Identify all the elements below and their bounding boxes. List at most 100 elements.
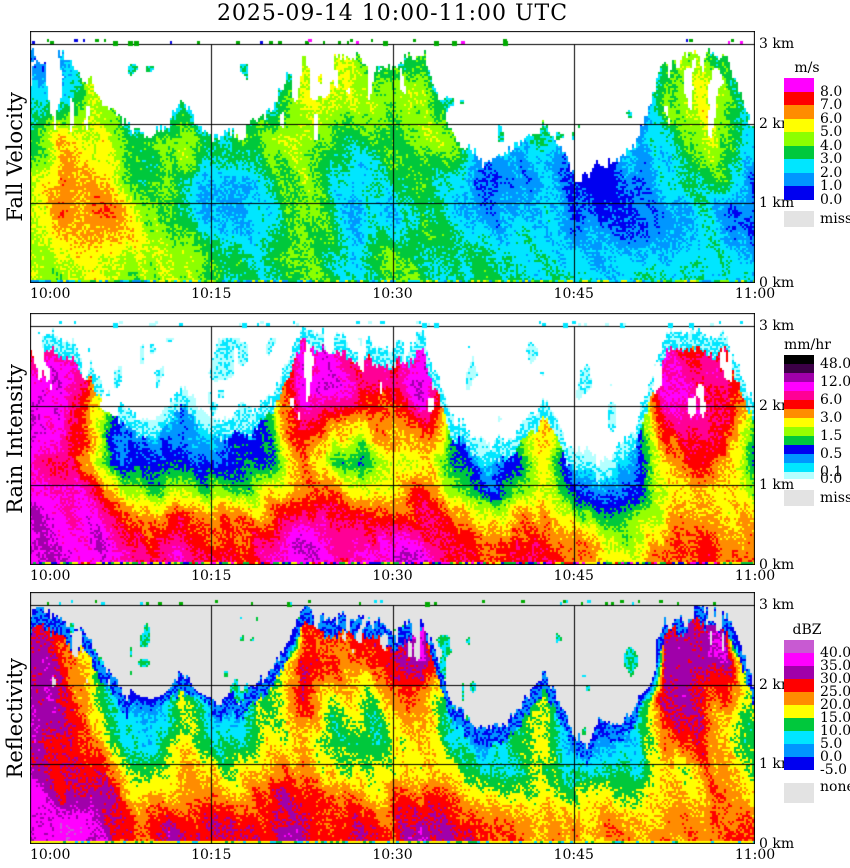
colorbar-tick-label: 1.5 xyxy=(820,428,843,444)
colorbar-band xyxy=(784,418,814,427)
colorbar-band xyxy=(784,159,814,173)
colorbar-missing-swatch xyxy=(784,210,814,227)
fall-velocity-axis-label: Fall Velocity xyxy=(0,31,29,283)
colorbar-tick-label: 0.5 xyxy=(820,446,843,462)
colorbar-band xyxy=(784,679,814,692)
time-tick-10-00-panel1: 10:00 xyxy=(30,568,71,584)
colorbar-band xyxy=(784,382,814,391)
reflectivity-axis-label: Reflectivity xyxy=(0,592,29,844)
colorbar-band xyxy=(784,186,814,200)
colorbar-band xyxy=(784,463,814,472)
time-tick-10-45-panel0: 10:45 xyxy=(553,286,594,302)
colorbar-tick-label: 30.0 xyxy=(820,671,850,687)
reflectivity-heatmap xyxy=(30,592,755,844)
colorbar-tick-label: 15.0 xyxy=(820,710,850,726)
colorbar-band xyxy=(784,718,814,731)
colorbar-band xyxy=(784,105,814,119)
colorbar-missing-label: miss xyxy=(820,210,850,227)
colorbar-missing-label: none xyxy=(820,779,850,795)
colorbar-tick-label: 12.0 xyxy=(820,374,850,390)
colorbar-band xyxy=(784,132,814,146)
colorbar-band xyxy=(784,373,814,382)
colorbar-band xyxy=(784,355,814,364)
colorbar-band xyxy=(784,427,814,436)
time-tick-10-15-panel0: 10:15 xyxy=(191,286,232,302)
colorbar-tick-label: 6.0 xyxy=(820,392,843,408)
colorbar-units-label: dBZ xyxy=(792,622,822,638)
colorbar-band xyxy=(784,91,814,105)
rain-intensity-heatmap xyxy=(30,313,755,565)
colorbar-tick-label: 1.0 xyxy=(820,178,843,194)
colorbar-tick-label: 3.0 xyxy=(820,151,843,167)
colorbar-band xyxy=(784,666,814,679)
height-tick-0km-panel2: 0 km xyxy=(759,836,795,852)
rain-intensity-axis-label-text: Rain Intensity xyxy=(2,364,27,514)
colorbar-band xyxy=(784,409,814,418)
colorbar-band xyxy=(784,445,814,454)
colorbar-band xyxy=(784,653,814,666)
colorbar-tick-label: 25.0 xyxy=(820,684,850,700)
time-tick-10-30-panel1: 10:30 xyxy=(372,568,413,584)
height-tick-3km-panel2: 3 km xyxy=(759,597,795,613)
time-tick-10-45-panel1: 10:45 xyxy=(553,568,594,584)
height-tick-0km-panel0: 0 km xyxy=(759,275,795,291)
colorbar-units-label: m/s xyxy=(794,60,820,76)
colorbar-band xyxy=(784,145,814,159)
colorbar-band xyxy=(784,454,814,463)
rain-intensity-axis-label: Rain Intensity xyxy=(0,313,29,565)
time-tick-10-45-panel2: 10:45 xyxy=(553,847,594,863)
colorbar-band xyxy=(784,640,814,653)
colorbar-tick-label: 3.0 xyxy=(820,410,843,426)
colorbar-tick-label: 20.0 xyxy=(820,697,850,713)
colorbar-tick-label: 8.0 xyxy=(820,83,843,100)
time-tick-10-30-panel2: 10:30 xyxy=(372,847,413,863)
colorbar-tick-label: 5.0 xyxy=(820,124,843,140)
chart-title: 2025-09-14 10:00-11:00 UTC xyxy=(216,1,569,26)
colorbar-tick-label: 10.0 xyxy=(820,723,850,739)
colorbar-tick-label: 4.0 xyxy=(820,137,843,154)
reflectivity-axis-label-text: Reflectivity xyxy=(2,657,27,779)
colorbar-tick-label: 0.1 xyxy=(820,464,843,480)
time-tick-11-00-panel2: 11:00 xyxy=(734,847,776,863)
colorbar-tick-label: 5.0 xyxy=(820,736,843,752)
colorbar-tick-label: 48.0 xyxy=(820,356,850,372)
colorbar-band xyxy=(784,400,814,409)
colorbar-missing-label: miss xyxy=(820,490,850,506)
time-tick-10-30-panel0: 10:30 xyxy=(372,286,413,302)
colorbar-missing-swatch xyxy=(784,783,814,803)
colorbar-tick-label: 6.0 xyxy=(820,110,843,127)
colorbar-band xyxy=(784,118,814,132)
colorbar-tick-label: 40.0 xyxy=(820,645,850,661)
time-tick-10-15-panel2: 10:15 xyxy=(191,847,232,863)
time-tick-10-00-panel0: 10:00 xyxy=(30,286,71,302)
colorbar-band xyxy=(784,705,814,718)
time-tick-10-15-panel1: 10:15 xyxy=(191,568,232,584)
colorbar-tick-label: 7.0 xyxy=(820,97,843,113)
colorbar-band xyxy=(784,744,814,757)
colorbar-units-label: mm/hr xyxy=(784,337,831,353)
height-tick-3km-panel1: 3 km xyxy=(759,318,795,334)
time-tick-10-00-panel2: 10:00 xyxy=(30,847,71,863)
height-tick-0km-panel1: 0 km xyxy=(759,557,795,573)
fall-velocity-heatmap xyxy=(30,31,755,283)
colorbar-band xyxy=(784,172,814,186)
height-tick-3km-panel0: 3 km xyxy=(759,36,795,52)
colorbar-band xyxy=(784,436,814,445)
colorbar-band xyxy=(784,692,814,705)
time-tick-11-00-panel1: 11:00 xyxy=(734,568,776,584)
height-tick-1km-panel1: 1 km xyxy=(759,477,795,494)
fall-velocity-axis-label-text: Fall Velocity xyxy=(2,92,27,222)
colorbar-tick-label: 2.0 xyxy=(820,164,843,181)
colorbar-tick-label: -5.0 xyxy=(820,762,847,778)
colorbar-band xyxy=(784,472,814,479)
colorbar-band xyxy=(784,731,814,744)
time-tick-11-00-panel0: 11:00 xyxy=(734,286,776,302)
colorbar-missing-swatch xyxy=(784,490,814,506)
colorbar-tick-label: 35.0 xyxy=(820,658,850,674)
colorbar-tick-label: 0.0 xyxy=(820,749,843,765)
colorbar-tick-label: 0.0 xyxy=(820,471,843,487)
colorbar-tick-label: 0.0 xyxy=(820,191,843,208)
colorbar-band xyxy=(784,364,814,373)
colorbar-band xyxy=(784,78,814,92)
